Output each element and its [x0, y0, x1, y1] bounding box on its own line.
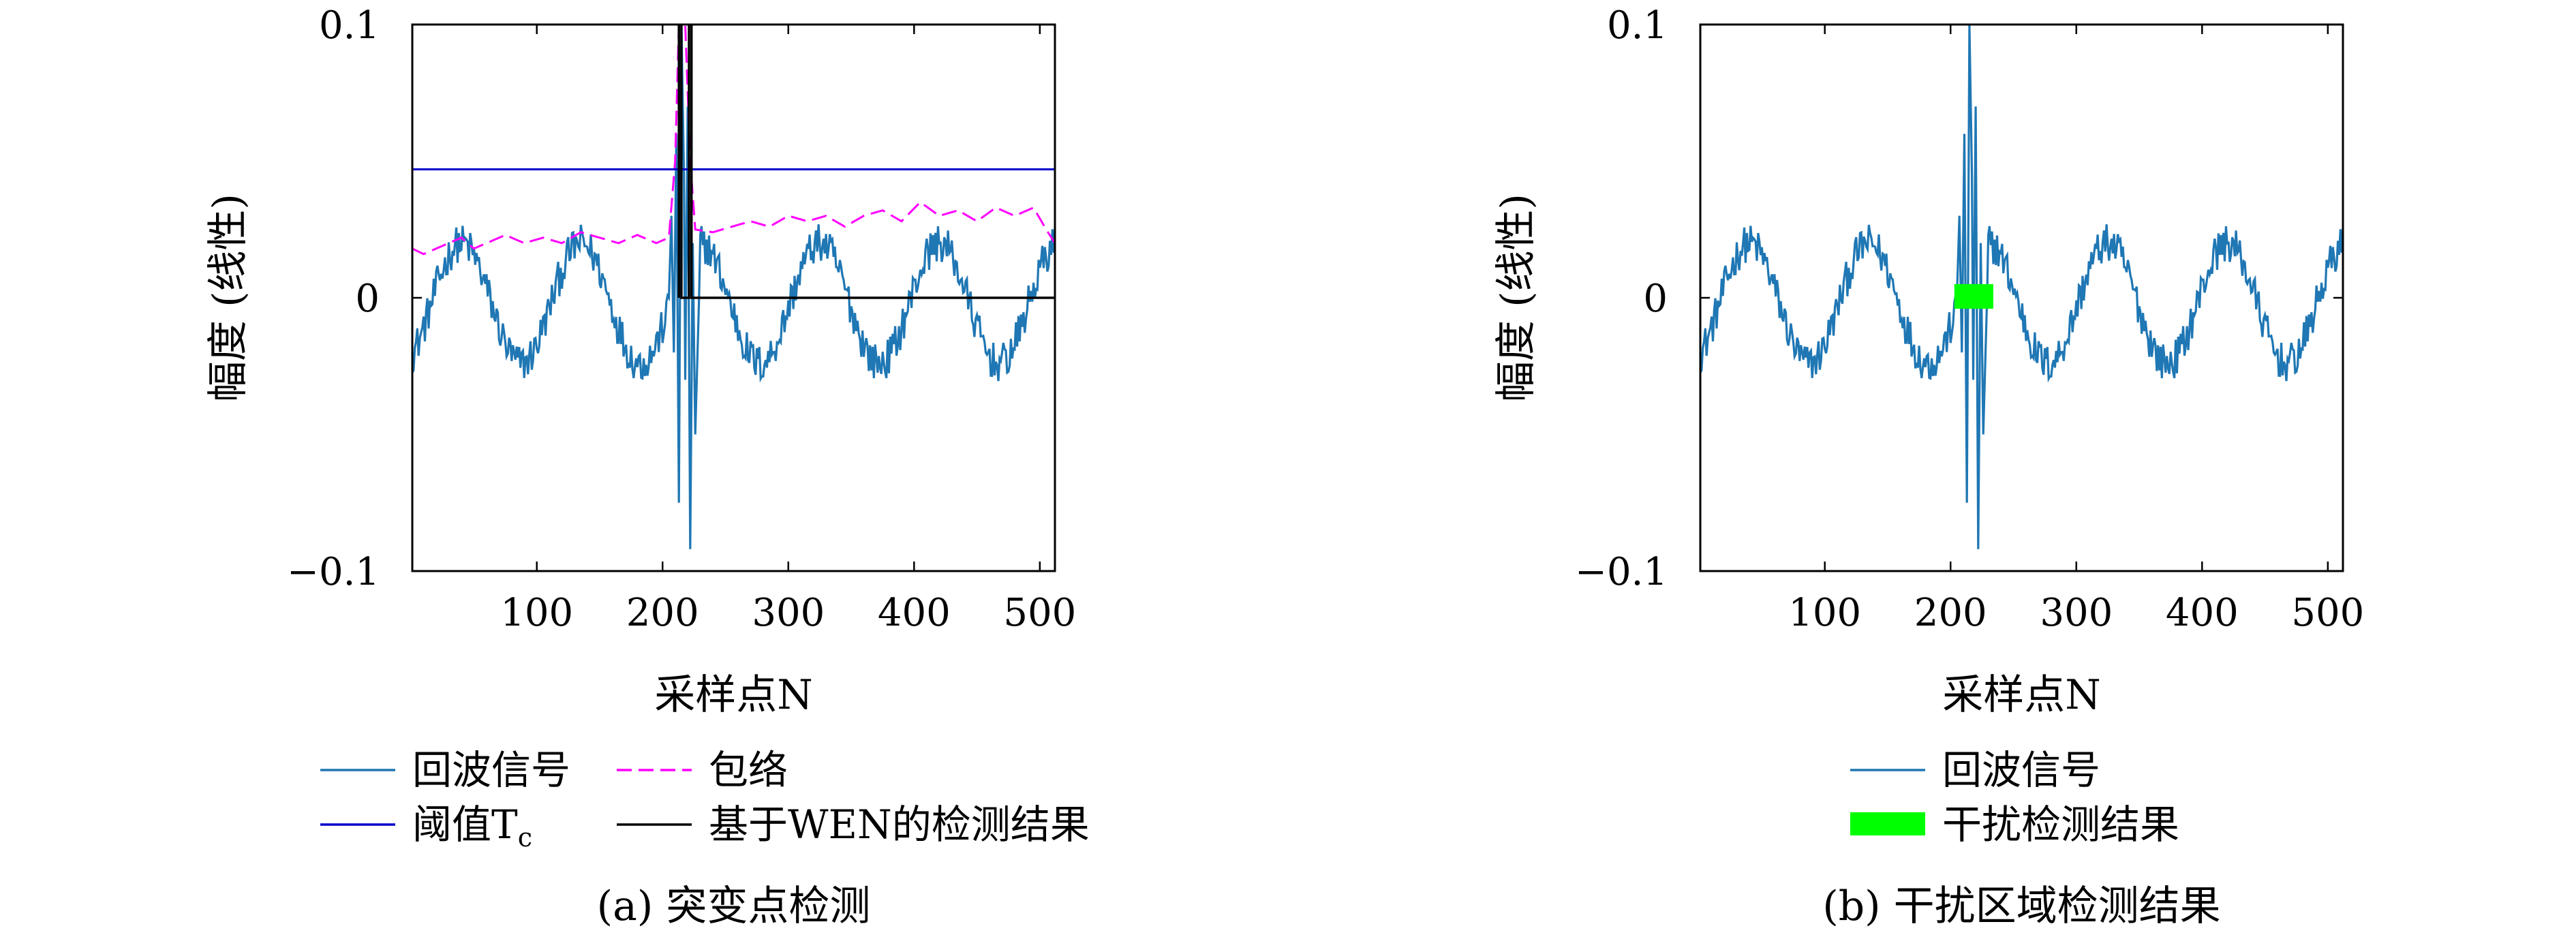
y-axis-label: 幅度 (线性) [204, 194, 252, 402]
y-axis-label: 幅度 (线性) [1492, 194, 1540, 402]
x-tick-label: 500 [2291, 591, 2364, 635]
legend-label: 包络 [709, 747, 788, 793]
legend-label-text: 回波信号 [412, 747, 570, 793]
y-tick-label: 0 [355, 277, 380, 321]
x-tick-label: 300 [2040, 591, 2113, 635]
panel-caption: (a) 突变点检测 [597, 882, 871, 930]
plot-area [412, 25, 1055, 549]
x-tick-label: 400 [2166, 591, 2239, 635]
panel-a-chart: 100 200 300 400 500 −0.1 0 0.1 采样点N 幅度 (线性) 回波信号 包络… [204, 3, 1090, 930]
series-bar-interference [1954, 283, 1993, 309]
y-tick-label: −0.1 [287, 550, 380, 594]
y-tick-label: 0.1 [319, 3, 380, 48]
legend-label-text: 回波信号 [1942, 747, 2100, 793]
legend-label-subscript: c [518, 823, 532, 852]
x-tick-label: 500 [1003, 591, 1076, 635]
legend-label-text: 包络 [709, 747, 788, 793]
series-line-envelope [412, 25, 1055, 256]
x-axis-label: 采样点N [1942, 671, 2101, 719]
x-tick-label: 300 [752, 591, 825, 635]
y-tick-label: 0 [1643, 277, 1668, 321]
legend-label: 回波信号 [1942, 747, 2100, 793]
legend-label: 回波信号 [412, 747, 570, 793]
legend-swatch-bar [1850, 812, 1925, 835]
x-tick-label: 100 [500, 591, 573, 635]
x-tick-label: 200 [626, 591, 699, 635]
x-tick-label: 200 [1914, 591, 1987, 635]
x-axis-label: 采样点N [654, 671, 813, 719]
legend-label-text: 基于WEN的检测结果 [709, 801, 1090, 848]
legend-label: 基于WEN的检测结果 [709, 801, 1090, 848]
series-line-echo [412, 25, 1055, 549]
y-tick-label: 0.1 [1607, 3, 1668, 48]
series-line-detection [677, 25, 1055, 299]
plot-area [1700, 25, 2343, 549]
axes-frame [1699, 23, 2344, 572]
legend-label: 阈值Tc [412, 801, 532, 852]
x-tick-label: 100 [1788, 591, 1861, 635]
y-tick-label: −0.1 [1575, 550, 1668, 594]
legend-label-text: 干扰检测结果 [1942, 801, 2179, 848]
x-tick-label: 400 [878, 591, 951, 635]
panel-caption: (b) 干扰区域检测结果 [1822, 882, 2220, 930]
legend-label: 干扰检测结果 [1942, 801, 2179, 848]
panel-b-chart: 100 200 300 400 500 −0.1 0 0.1 采样点N 幅度 (线性) 回波信号干扰… [1492, 3, 2364, 930]
legend-label-text: 阈值T [412, 801, 518, 848]
series-line-echo [1700, 25, 2343, 549]
